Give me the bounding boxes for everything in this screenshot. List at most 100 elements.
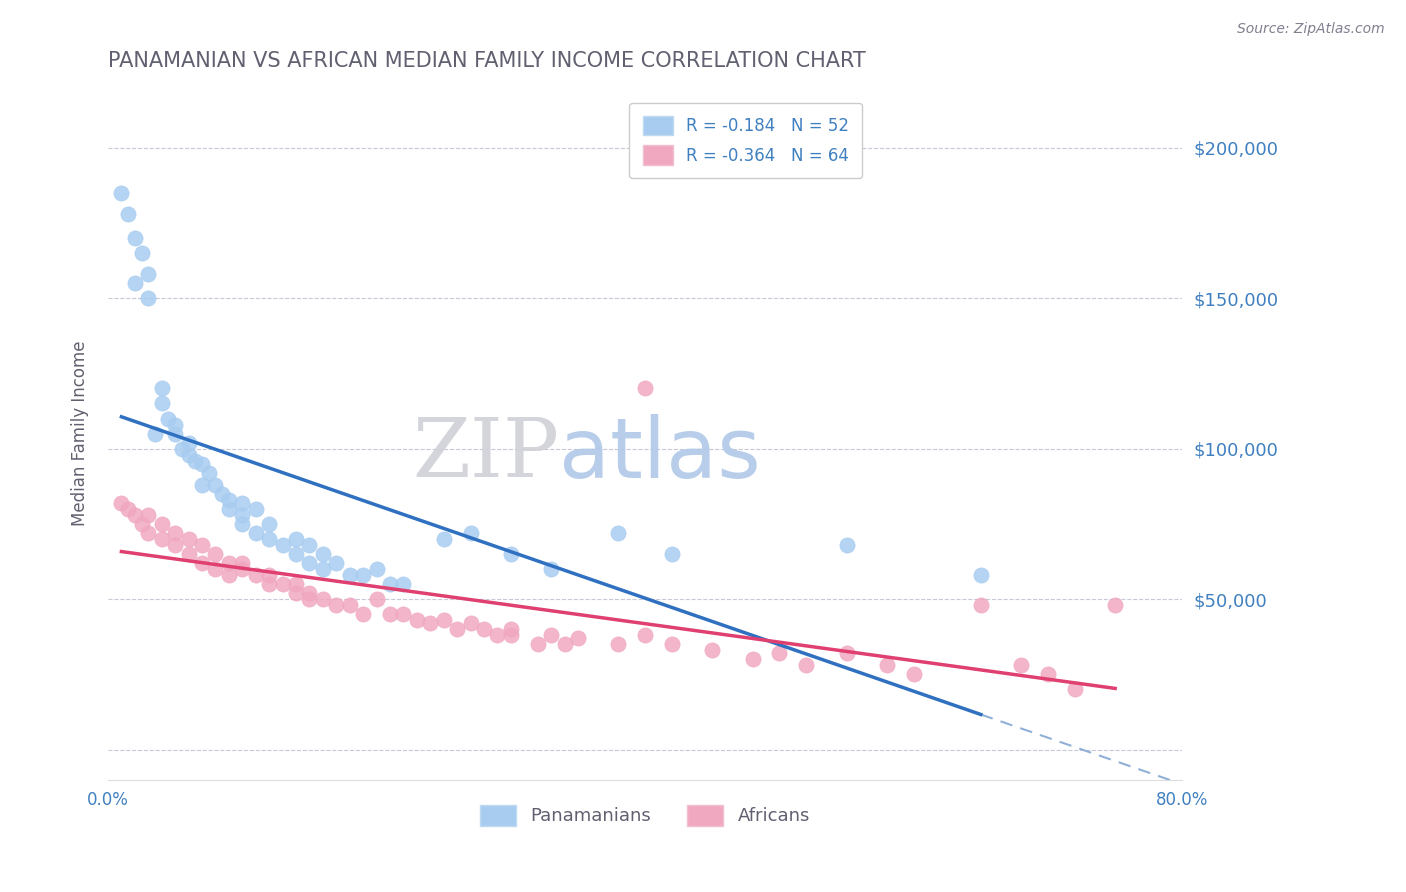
- Point: [131, 246, 153, 260]
- Point: [231, 516, 253, 531]
- Y-axis label: Median Family Income: Median Family Income: [72, 341, 89, 526]
- Point: [191, 457, 214, 471]
- Point: [499, 628, 522, 642]
- Point: [835, 646, 858, 660]
- Point: [124, 508, 146, 522]
- Point: [1063, 682, 1085, 697]
- Point: [165, 538, 187, 552]
- Point: [554, 637, 576, 651]
- Point: [177, 435, 200, 450]
- Point: [245, 568, 267, 582]
- Point: [298, 592, 321, 607]
- Point: [285, 547, 308, 561]
- Point: [110, 186, 132, 200]
- Point: [271, 538, 294, 552]
- Point: [433, 532, 456, 546]
- Point: [165, 525, 187, 540]
- Point: [197, 466, 219, 480]
- Point: [191, 477, 214, 491]
- Point: [378, 577, 401, 591]
- Point: [165, 426, 187, 441]
- Point: [366, 592, 388, 607]
- Point: [150, 396, 173, 410]
- Point: [741, 652, 763, 666]
- Point: [150, 532, 173, 546]
- Point: [472, 622, 495, 636]
- Point: [136, 508, 159, 522]
- Point: [298, 538, 321, 552]
- Point: [903, 667, 925, 681]
- Point: [298, 556, 321, 570]
- Point: [285, 577, 308, 591]
- Point: [124, 276, 146, 290]
- Point: [540, 562, 562, 576]
- Point: [312, 562, 335, 576]
- Point: [419, 616, 441, 631]
- Point: [218, 556, 240, 570]
- Point: [634, 628, 657, 642]
- Point: [257, 532, 280, 546]
- Point: [325, 556, 347, 570]
- Point: [486, 628, 509, 642]
- Point: [607, 637, 630, 651]
- Point: [835, 538, 858, 552]
- Point: [1010, 658, 1032, 673]
- Point: [876, 658, 898, 673]
- Point: [702, 643, 724, 657]
- Point: [110, 496, 132, 510]
- Point: [378, 607, 401, 621]
- Point: [499, 547, 522, 561]
- Point: [184, 453, 207, 467]
- Point: [136, 525, 159, 540]
- Point: [131, 516, 153, 531]
- Point: [446, 622, 468, 636]
- Point: [257, 577, 280, 591]
- Point: [970, 568, 993, 582]
- Point: [634, 381, 657, 395]
- Point: [191, 538, 214, 552]
- Point: [177, 547, 200, 561]
- Point: [405, 613, 427, 627]
- Text: PANAMANIAN VS AFRICAN MEDIAN FAMILY INCOME CORRELATION CHART: PANAMANIAN VS AFRICAN MEDIAN FAMILY INCO…: [108, 51, 866, 70]
- Point: [607, 525, 630, 540]
- Legend: Panamanians, Africans: Panamanians, Africans: [472, 797, 817, 833]
- Point: [325, 598, 347, 612]
- Point: [211, 487, 233, 501]
- Point: [177, 532, 200, 546]
- Point: [526, 637, 548, 651]
- Point: [460, 616, 482, 631]
- Point: [218, 492, 240, 507]
- Point: [191, 556, 214, 570]
- Point: [339, 568, 361, 582]
- Point: [231, 496, 253, 510]
- Point: [352, 607, 374, 621]
- Point: [124, 231, 146, 245]
- Point: [352, 568, 374, 582]
- Point: [245, 501, 267, 516]
- Point: [460, 525, 482, 540]
- Point: [970, 598, 993, 612]
- Point: [339, 598, 361, 612]
- Point: [157, 411, 180, 425]
- Point: [117, 501, 139, 516]
- Point: [218, 501, 240, 516]
- Point: [1104, 598, 1126, 612]
- Point: [150, 516, 173, 531]
- Point: [312, 547, 335, 561]
- Point: [285, 586, 308, 600]
- Point: [204, 562, 226, 576]
- Point: [285, 532, 308, 546]
- Text: ZIP: ZIP: [412, 414, 560, 494]
- Point: [170, 442, 193, 456]
- Point: [117, 207, 139, 221]
- Text: atlas: atlas: [560, 414, 761, 495]
- Point: [366, 562, 388, 576]
- Point: [245, 525, 267, 540]
- Point: [499, 622, 522, 636]
- Point: [204, 547, 226, 561]
- Point: [231, 508, 253, 522]
- Point: [433, 613, 456, 627]
- Point: [136, 267, 159, 281]
- Point: [231, 556, 253, 570]
- Point: [143, 426, 166, 441]
